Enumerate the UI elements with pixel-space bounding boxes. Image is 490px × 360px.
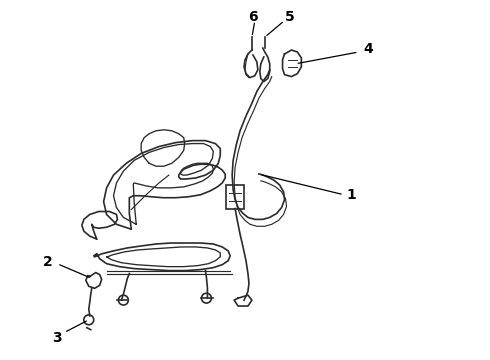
Text: 4: 4 bbox=[364, 42, 373, 56]
Text: 6: 6 bbox=[248, 10, 258, 23]
Text: 2: 2 bbox=[43, 255, 52, 269]
Text: 3: 3 bbox=[52, 330, 62, 345]
Text: 1: 1 bbox=[347, 188, 357, 202]
Text: 5: 5 bbox=[285, 10, 294, 23]
Bar bbox=[226, 185, 244, 208]
